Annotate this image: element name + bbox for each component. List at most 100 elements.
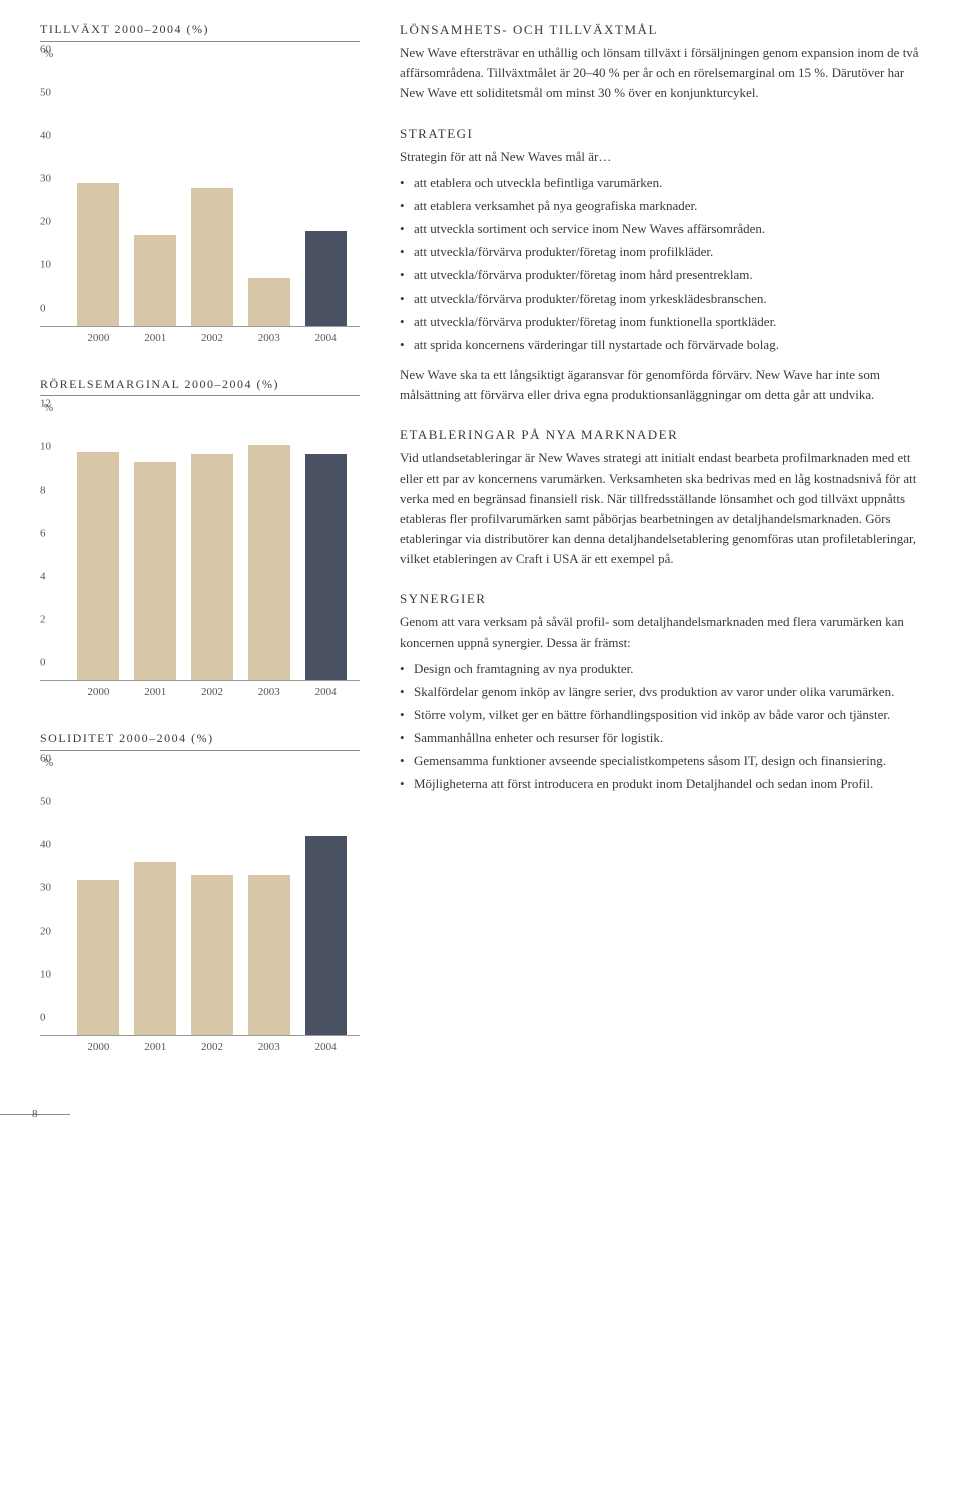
- bar: [248, 875, 290, 1035]
- y-tick-label: 0: [40, 1009, 46, 1026]
- x-tick-label: 2000: [77, 330, 119, 347]
- section-head: LÖNSAMHETS- OCH TILLVÄXTMÅL: [400, 20, 930, 40]
- y-tick-label: 0: [40, 300, 46, 317]
- x-tick-label: 2004: [305, 330, 347, 347]
- list-item: att utveckla/förvärva produkter/företag …: [400, 289, 930, 309]
- bar: [134, 235, 176, 326]
- y-tick-label: 40: [40, 837, 51, 854]
- bar-chart: RÖRELSEMARGINAL 2000–2004 (%)% 0 2 4 6 8 10 12 2…: [40, 375, 360, 702]
- x-axis: 2000 2001 2002 2003 2004: [64, 327, 360, 347]
- section-paragraph: Vid utlandsetableringar är New Waves str…: [400, 448, 930, 569]
- y-tick-label: 20: [40, 214, 51, 231]
- y-tick-label: 20: [40, 923, 51, 940]
- y-tick-label: 50: [40, 794, 51, 811]
- y-tick-label: 40: [40, 127, 51, 144]
- chart-title: TILLVÄXT 2000–2004 (%): [40, 20, 360, 42]
- section-head: ETABLERINGAR PÅ NYA MARKNADER: [400, 425, 930, 445]
- bar: [191, 188, 233, 326]
- y-tick-label: 30: [40, 171, 51, 188]
- y-tick-label: 10: [40, 257, 51, 274]
- list-item: att utveckla/förvärva produkter/företag …: [400, 242, 930, 262]
- y-tick-label: 4: [40, 568, 46, 585]
- x-tick-label: 2001: [134, 1039, 176, 1056]
- bar: [134, 862, 176, 1035]
- section-intro: Strategin för att nå New Waves mål är…: [400, 147, 930, 167]
- y-axis-unit: %: [40, 755, 360, 772]
- bar: [191, 454, 233, 681]
- x-tick-label: 2002: [191, 1039, 233, 1056]
- chart-title: SOLIDITET 2000–2004 (%): [40, 729, 360, 751]
- y-tick-label: 10: [40, 966, 51, 983]
- section-strategi: STRATEGI Strategin för att nå New Waves …: [400, 124, 930, 406]
- y-tick-label: 30: [40, 880, 51, 897]
- list-item: att utveckla/förvärva produkter/företag …: [400, 265, 930, 285]
- x-axis: 2000 2001 2002 2003 2004: [64, 1036, 360, 1056]
- list-item: att etablera och utveckla befintliga var…: [400, 173, 930, 193]
- bar: [77, 880, 119, 1035]
- y-tick-label: 50: [40, 84, 51, 101]
- list-item: att utveckla/förvärva produkter/företag …: [400, 312, 930, 332]
- x-tick-label: 2003: [248, 1039, 290, 1056]
- list-item: Sammanhållna enheter och resurser för lo…: [400, 728, 930, 748]
- right-column: LÖNSAMHETS- OCH TILLVÄXTMÅL New Wave eft…: [400, 20, 930, 1084]
- x-axis: 2000 2001 2002 2003 2004: [64, 681, 360, 701]
- bar: [77, 183, 119, 325]
- chart-title: RÖRELSEMARGINAL 2000–2004 (%): [40, 375, 360, 397]
- left-column: TILLVÄXT 2000–2004 (%)%01020304050602000…: [40, 20, 360, 1084]
- x-tick-label: 2000: [77, 684, 119, 701]
- x-tick-label: 2003: [248, 330, 290, 347]
- section-lonsamhets: LÖNSAMHETS- OCH TILLVÄXTMÅL New Wave eft…: [400, 20, 930, 104]
- bullet-list: Design och framtagning av nya produkter.…: [400, 659, 930, 795]
- chart-plot-area: 0102030405060: [40, 67, 360, 327]
- list-item: att sprida koncernens värderingar till n…: [400, 335, 930, 355]
- x-tick-label: 2002: [191, 330, 233, 347]
- x-tick-label: 2002: [191, 684, 233, 701]
- section-head: SYNERGIER: [400, 589, 930, 609]
- section-intro: Genom att vara verksam på såväl profil- …: [400, 612, 930, 652]
- x-tick-label: 2003: [248, 684, 290, 701]
- bar-chart: TILLVÄXT 2000–2004 (%)% 0 10 20 30 40 50 60 2000…: [40, 20, 360, 347]
- bars-container: [64, 67, 360, 326]
- y-axis: 0102030405060: [40, 67, 64, 326]
- chart-plot-area: 024681012: [40, 421, 360, 681]
- bullet-list: att etablera och utveckla befintliga var…: [400, 173, 930, 355]
- bar: [248, 278, 290, 325]
- y-tick-label: 10: [40, 439, 51, 456]
- bar: [77, 452, 119, 681]
- list-item: Större volym, vilket ger en bättre förha…: [400, 705, 930, 725]
- bar: [305, 231, 347, 326]
- section-head: STRATEGI: [400, 124, 930, 144]
- section-paragraph: New Wave eftersträvar en uthållig och lö…: [400, 43, 930, 103]
- bar: [248, 445, 290, 680]
- y-axis: 0102030405060: [40, 776, 64, 1035]
- y-axis: 024681012: [40, 421, 64, 680]
- x-tick-label: 2001: [134, 684, 176, 701]
- x-tick-label: 2001: [134, 330, 176, 347]
- y-tick-label: 12: [40, 396, 51, 413]
- y-axis-unit: %: [40, 46, 360, 63]
- list-item: Design och framtagning av nya produkter.: [400, 659, 930, 679]
- section-etableringar: ETABLERINGAR PÅ NYA MARKNADER Vid utland…: [400, 425, 930, 569]
- list-item: Skalfördelar genom inköp av längre serie…: [400, 682, 930, 702]
- bars-container: [64, 421, 360, 680]
- section-synergier: SYNERGIER Genom att vara verksam på såvä…: [400, 589, 930, 794]
- x-tick-label: 2004: [305, 1039, 347, 1056]
- y-tick-label: 60: [40, 41, 51, 58]
- bar-chart: SOLIDITET 2000–2004 (%)% 0 10 20 30 40 50 60 200…: [40, 729, 360, 1056]
- y-axis-unit: %: [40, 400, 360, 417]
- chart-plot-area: 0102030405060: [40, 776, 360, 1036]
- y-tick-label: 60: [40, 750, 51, 767]
- page-footer: 8: [40, 1104, 930, 1126]
- y-tick-label: 2: [40, 612, 46, 629]
- list-item: att utveckla sortiment och service inom …: [400, 219, 930, 239]
- bar: [305, 454, 347, 681]
- y-tick-label: 8: [40, 482, 46, 499]
- list-item: att etablera verksamhet på nya geografis…: [400, 196, 930, 216]
- bars-container: [64, 776, 360, 1035]
- y-tick-label: 0: [40, 655, 46, 672]
- x-tick-label: 2004: [305, 684, 347, 701]
- section-paragraph: New Wave ska ta ett långsiktigt ägaransv…: [400, 365, 930, 405]
- x-tick-label: 2000: [77, 1039, 119, 1056]
- bar: [134, 462, 176, 680]
- y-tick-label: 6: [40, 525, 46, 542]
